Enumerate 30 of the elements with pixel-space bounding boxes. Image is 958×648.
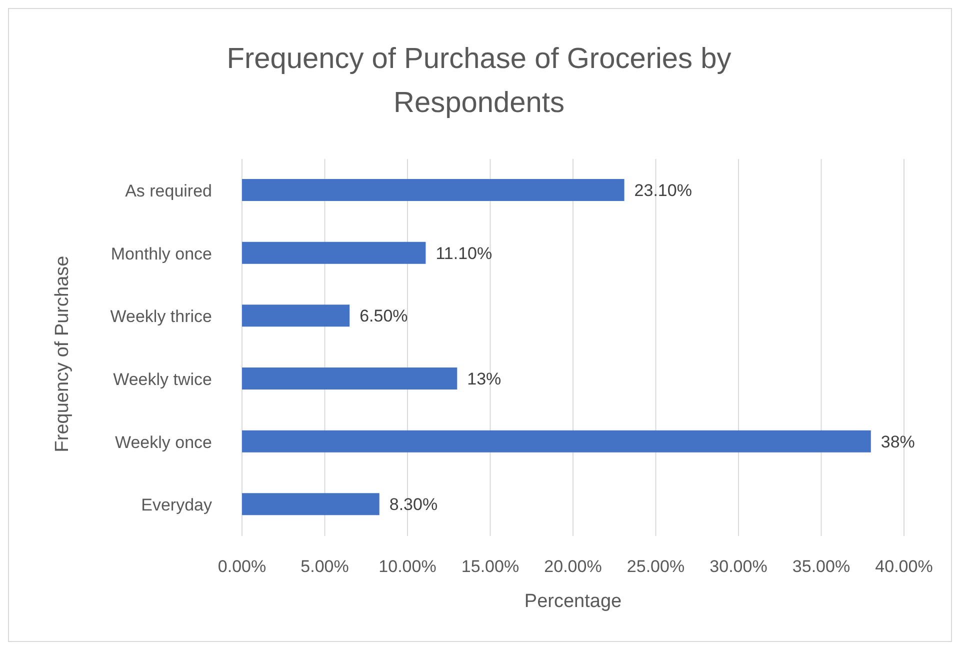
x-tick-label: 40.00% [875,557,933,576]
x-axis-title: Percentage [523,591,623,613]
chart-title: Frequency of Purchase of Groceries by Respondents [226,42,732,121]
bar [242,430,871,452]
y-tick-label: Monthly once [110,244,212,264]
data-label: 11.10% [436,244,492,263]
bar [242,304,350,327]
y-axis-title: Frequency of Purchase [52,256,74,452]
x-tick-label: 25.00% [626,557,685,576]
bar [242,493,380,516]
y-tick-label: Everyday [141,496,212,515]
bar [242,368,458,390]
y-tick-label: Weekly thrice [110,307,212,326]
bar [242,242,426,264]
x-tick-label: 20.00% [544,557,602,576]
data-label: 8.30% [389,495,438,514]
x-tick-label: 15.00% [461,557,520,576]
x-tick-label: 0.00% [218,557,266,576]
bar [242,179,624,201]
data-label: 23.10% [634,180,692,200]
x-tick-label: 35.00% [792,557,850,576]
data-label: 6.50% [360,306,408,326]
y-tick-label: As required [125,181,212,200]
x-tick-label: 5.00% [300,557,349,576]
x-tick-label: 10.00% [378,557,436,576]
data-label: 13% [467,369,502,388]
data-label: 38% [880,432,915,452]
y-tick-label: Weekly once [114,432,212,452]
y-tick-label: Weekly twice [113,370,212,389]
x-tick-label: 30.00% [710,557,768,576]
